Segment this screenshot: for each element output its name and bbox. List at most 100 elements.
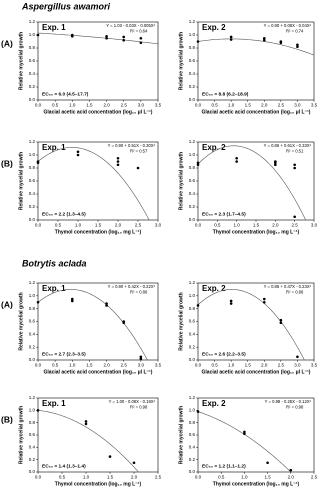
chart-title: Exp. 2: [202, 284, 226, 293]
data-point: [136, 166, 140, 170]
x-tick-label: 2.5: [135, 223, 142, 228]
fit-curve: [198, 38, 314, 56]
x-axis-label: Glacial acetic acid concentration (log₁₀…: [202, 369, 311, 375]
fit-equation: Y = 1.03 - 0.03X - 0.005X²: [106, 23, 155, 28]
r-squared: R² = 0.64: [130, 29, 148, 34]
y-tick-label: 0.2: [29, 344, 36, 349]
data-point: [235, 156, 238, 160]
data-point: [296, 45, 299, 48]
fit-equation: Y = 0.86 + 0.47X - 0.23X²: [264, 284, 312, 289]
chart-panel: 0.0 0.5 1.0 1.5 2.0 2.5 3.0 3.5 0.0 0.2 0.4 0.6 0.8 1…: [1, 19, 162, 115]
y-tick-label: 0.6: [29, 319, 36, 324]
y-tick-label: 0.0: [29, 217, 36, 222]
data-point: [274, 163, 277, 167]
data-point: [76, 150, 80, 154]
y-tick-label: 0.8: [189, 165, 196, 170]
fit-curve: [198, 145, 306, 220]
panel-label: (B): [1, 158, 13, 168]
y-tick-label: 1.2: [189, 139, 196, 144]
x-tick-label: 3.0: [155, 223, 162, 228]
x-tick-label: 2.5: [121, 103, 128, 108]
x-tick-label: 1.0: [69, 103, 76, 108]
data-point: [196, 410, 200, 413]
r-squared: R² = 0.98: [286, 405, 304, 410]
data-point: [105, 302, 108, 305]
chart-title: Exp. 2: [202, 143, 226, 152]
r-squared: R² = 0.98: [130, 405, 148, 410]
y-tick-label: 0.2: [189, 204, 196, 209]
y-axis-label: Relative mycelial growth: [18, 32, 24, 90]
chart-panel: 0.0 0.5 1.0 1.5 2.0 2.5 3.0 0.0 0.2 0.4 0.6 0.8 1.0 1…: [1, 139, 162, 235]
x-axis-label: Thymol concentration (log₁₀ mg L⁻¹): [55, 229, 142, 235]
data-point: [84, 420, 88, 423]
data-point: [36, 409, 40, 412]
fit-equation: Y = 0.90 + 0.08X - 0.04X²: [264, 23, 312, 28]
y-tick-label: 0.4: [189, 71, 196, 76]
data-point: [296, 43, 299, 47]
chart-title: Exp. 2: [202, 23, 226, 32]
data-point: [36, 33, 40, 37]
y-tick-label: 0.6: [29, 58, 36, 63]
r-squared: R² = 0.57: [130, 149, 148, 154]
section-title: Botrytis aclada: [22, 258, 87, 268]
chart-panel: 0.0 0.5 1.0 1.5 2.0 2.5 3.0 3.5 0.0 0.2 0.4 0.6 0.8 1…: [178, 280, 317, 375]
panel-label: (A): [1, 299, 13, 309]
x-tick-label: 1.5: [86, 103, 93, 108]
y-tick-label: 0.4: [29, 445, 36, 450]
fit-equation: Y = 0.90 + 0.42X - 0.22X²: [108, 284, 156, 289]
x-tick-label: 0.0: [195, 103, 202, 108]
data-point: [132, 461, 136, 465]
data-point: [108, 455, 112, 458]
y-tick-label: 0.2: [189, 84, 196, 89]
x-tick-label: 3.0: [138, 103, 145, 108]
x-tick-label: 0.5: [59, 475, 66, 480]
data-point: [266, 461, 269, 465]
x-tick-label: 2.0: [103, 363, 110, 368]
x-axis-label: Thymol concentration (log₁₀ mg L⁻¹): [213, 229, 300, 235]
x-tick-label: 2.5: [121, 363, 128, 368]
fit-equation: Y = 0.86 + 0.61X - 0.33X²: [264, 143, 312, 148]
chart-title: Exp. 1: [42, 23, 66, 32]
x-tick-label: 2.0: [115, 223, 122, 228]
chart-title: Exp. 2: [202, 399, 226, 408]
data-point: [196, 304, 200, 307]
y-tick-label: 1.2: [189, 395, 196, 400]
data-point: [274, 161, 277, 165]
x-tick-label: 1.5: [245, 103, 252, 108]
data-point: [70, 297, 74, 301]
x-tick-label: 1.5: [95, 223, 102, 228]
data-point: [139, 355, 143, 359]
data-point: [235, 160, 238, 163]
data-point: [279, 41, 283, 45]
data-point: [293, 215, 296, 219]
x-tick-label: 1.0: [234, 223, 241, 228]
y-tick-label: 1.0: [29, 293, 36, 298]
chart-panel: 0.0 0.5 1.0 1.5 2.0 2.5 3.0 3.5 0.0 0.2 0.4 0.6 0.8 1…: [1, 280, 162, 375]
data-point: [139, 36, 143, 40]
x-tick-label: 1.5: [107, 475, 114, 480]
y-tick-label: 0.8: [29, 165, 36, 170]
data-point: [76, 153, 80, 157]
y-tick-label: 0.2: [29, 457, 36, 462]
data-point: [139, 357, 143, 361]
x-tick-label: 0.5: [211, 103, 218, 108]
x-tick-label: 0.5: [52, 363, 59, 368]
data-point: [70, 35, 74, 38]
x-tick-label: 1.0: [83, 475, 90, 480]
y-tick-label: 1.0: [29, 152, 36, 157]
ec50: EC₅₀ = 8.8 (6.2–18.9): [202, 91, 249, 97]
y-tick-label: 0.0: [189, 469, 196, 474]
x-tick-label: 2.0: [261, 363, 268, 368]
x-tick-label: 0.5: [52, 103, 59, 108]
data-point: [279, 321, 283, 325]
y-tick-label: 0.6: [189, 319, 196, 324]
y-tick-label: 0.4: [189, 332, 196, 337]
y-tick-label: 0.8: [189, 45, 196, 50]
y-tick-label: 1.0: [29, 408, 36, 413]
x-tick-label: 0.5: [218, 475, 225, 480]
x-tick-label: 3.5: [155, 363, 162, 368]
x-tick-label: 1.5: [245, 363, 252, 368]
data-point: [262, 38, 266, 42]
r-squared: R² = 0.74: [286, 29, 304, 34]
y-tick-label: 0.8: [29, 420, 36, 425]
